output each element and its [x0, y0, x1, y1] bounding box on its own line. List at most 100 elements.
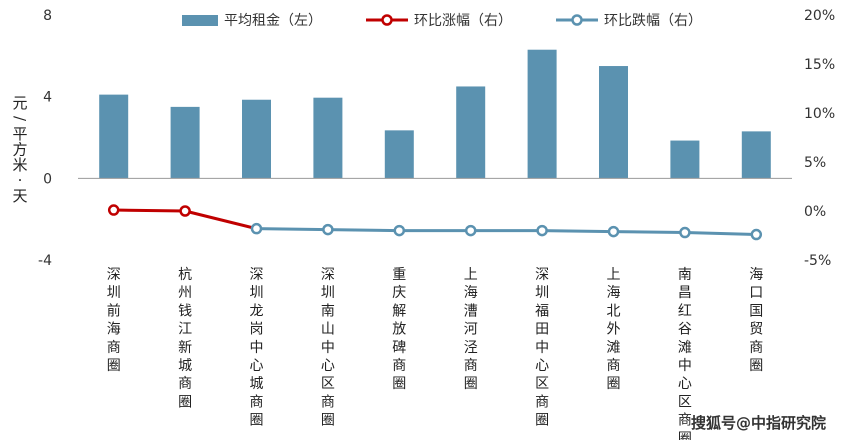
bar — [384, 130, 414, 179]
category-label-char: 滩 — [678, 340, 692, 356]
category-label-char: 河 — [464, 322, 478, 338]
category-label-char: 区 — [321, 376, 335, 392]
rise-series-point — [179, 205, 191, 217]
category-label-char: 商 — [178, 376, 192, 392]
bar — [313, 97, 343, 179]
category-label-char: 上 — [464, 267, 478, 283]
category-label-char: 新 — [178, 340, 192, 356]
left-tick-label: 8 — [43, 8, 52, 24]
category-label-char: 商 — [464, 358, 478, 374]
category-label-char: 南 — [678, 267, 692, 283]
category-label-char: 口 — [749, 285, 763, 301]
right-tick-label: 5% — [804, 155, 826, 171]
right-tick-label: 0% — [804, 204, 826, 220]
category-label-char: 漕 — [464, 303, 478, 319]
category-label-char: 庆 — [392, 285, 406, 301]
category-label-char: 商 — [535, 394, 549, 410]
category-label-char: 昌 — [678, 285, 692, 301]
right-tick-label: 10% — [804, 106, 835, 122]
category-label-char: 圳 — [321, 285, 335, 301]
fall-series-point — [393, 224, 406, 237]
bar — [670, 140, 700, 179]
category-label-char: 钱 — [178, 303, 192, 319]
category-label-char: 碑 — [392, 340, 406, 356]
fall-series-point — [322, 223, 334, 236]
category-label-char: 泾 — [464, 340, 478, 356]
category-label-char: 外 — [607, 322, 621, 338]
category-label-char: 山 — [321, 322, 335, 338]
y-axis-label-char: / — [11, 116, 29, 122]
bar — [242, 99, 271, 179]
category-label-char: 前 — [107, 302, 121, 319]
category-label-char: 圈 — [392, 376, 406, 392]
category-label-char: 商 — [678, 413, 692, 429]
left-tick-label: 4 — [43, 90, 52, 106]
fall-series-point — [464, 224, 477, 237]
category-label-char: 岗 — [250, 322, 264, 338]
bar — [599, 66, 628, 179]
category-label-char: 圈 — [607, 376, 621, 392]
category-label-char: 心 — [250, 358, 264, 374]
category-label-char: 杭 — [178, 267, 192, 283]
category-label-char: 北 — [607, 303, 621, 319]
fall-series-point — [607, 225, 620, 238]
category-label-char: 圈 — [464, 376, 478, 392]
category-label-char: 圈 — [749, 358, 763, 374]
category-label-char: 海 — [464, 285, 478, 301]
right-tick-label: 15% — [804, 57, 835, 73]
category-label-char: 州 — [178, 285, 192, 301]
y-axis-label-char: 方 — [12, 141, 27, 159]
fall-series-point — [679, 226, 691, 239]
category-label-char: 海 — [607, 285, 621, 301]
category-label-char: 龙 — [250, 303, 264, 319]
category-label-char: 商 — [250, 394, 264, 410]
category-label-char: 区 — [678, 394, 692, 410]
category-label-char: 商 — [107, 340, 121, 356]
series-connector-line — [184, 209, 257, 231]
category-label-char: 谷 — [678, 322, 692, 338]
fall-series-point — [750, 228, 763, 241]
right-tick-label: 20% — [804, 8, 835, 24]
y-axis-label-char: · — [18, 172, 23, 190]
category-label-char: 中 — [535, 340, 549, 356]
category-label-char: 商 — [607, 358, 621, 374]
category-label-char: 圳 — [250, 285, 264, 301]
legend-swatch-marker — [381, 14, 393, 26]
category-label-char: 心 — [321, 358, 335, 374]
category-label-char: 深 — [535, 267, 549, 283]
category-label-char: 深 — [321, 267, 335, 283]
category-label-char: 圈 — [178, 394, 192, 410]
category-label-char: 红 — [678, 303, 692, 319]
bar — [741, 131, 771, 179]
category-label-char: 深 — [107, 267, 121, 283]
category-label-char: 海 — [107, 322, 121, 338]
category-label-char: 滩 — [607, 340, 621, 356]
bar — [170, 106, 200, 179]
category-label-char: 商 — [321, 394, 335, 410]
category-label-char: 中 — [250, 340, 264, 356]
category-label-char: 田 — [535, 322, 549, 338]
category-label-char: 圳 — [535, 285, 549, 301]
category-label-char: 圈 — [250, 413, 264, 429]
category-label-char: 商 — [392, 358, 406, 374]
y-axis-label-char: 米 — [12, 156, 27, 174]
legend-swatch-marker — [571, 14, 583, 26]
category-label-char: 江 — [178, 322, 192, 338]
category-label-char: 心 — [678, 376, 692, 392]
fall-series-line — [256, 227, 757, 237]
category-label-char: 解 — [392, 303, 406, 319]
fall-series-point — [250, 222, 263, 235]
legend-label: 环比涨幅（右） — [414, 13, 512, 29]
bar — [99, 94, 129, 179]
category-label-char: 中 — [678, 358, 692, 374]
category-label-char: 贸 — [749, 322, 763, 338]
category-label-char: 深 — [250, 267, 264, 283]
legend-swatch-bar — [182, 15, 218, 26]
category-label-char: 上 — [607, 267, 621, 283]
category-label-char: 圳 — [107, 285, 121, 301]
left-tick-label: 0 — [43, 171, 52, 187]
category-label-char: 商 — [749, 340, 763, 356]
category-label-char: 圈 — [107, 358, 121, 374]
category-label-char: 海 — [749, 267, 763, 283]
category-label-char: 心 — [535, 358, 549, 374]
